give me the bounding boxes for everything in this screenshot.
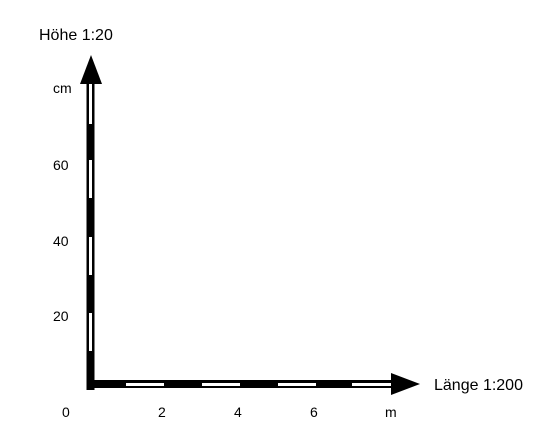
horizontal-axis-unit: m [385, 404, 397, 420]
vertical-bar-light-segment [89, 84, 92, 124]
vertical-axis-unit: cm [53, 80, 72, 96]
vertical-bar-light-segment [89, 237, 92, 275]
horizontal-bar-light-segment [278, 383, 316, 386]
horizontal-tick-label: 6 [310, 404, 318, 420]
vertical-axis-title: Höhe 1:20 [39, 27, 113, 44]
horizontal-bar-light-segment [352, 383, 392, 386]
vertical-bar-outline [86, 83, 95, 390]
horizontal-tick-label: 2 [158, 404, 166, 420]
vertical-arrow-head [80, 55, 102, 84]
vertical-tick-label: 60 [53, 157, 69, 173]
horizontal-tick-label: 4 [234, 404, 242, 420]
horizontal-bar-light-segment [202, 383, 240, 386]
vertical-scale-bar [80, 55, 102, 390]
horizontal-axis-title: Länge 1:200 [434, 377, 523, 394]
horizontal-bar-light-segment [126, 383, 164, 386]
vertical-bar-light-segment [89, 313, 92, 351]
origin-label: 0 [62, 404, 70, 420]
vertical-bar-light-segment [89, 160, 92, 198]
horizontal-scale-bar [86, 373, 420, 395]
vertical-tick-label: 20 [53, 308, 69, 324]
vertical-tick-label: 40 [53, 233, 69, 249]
horizontal-arrow-head [391, 373, 420, 395]
